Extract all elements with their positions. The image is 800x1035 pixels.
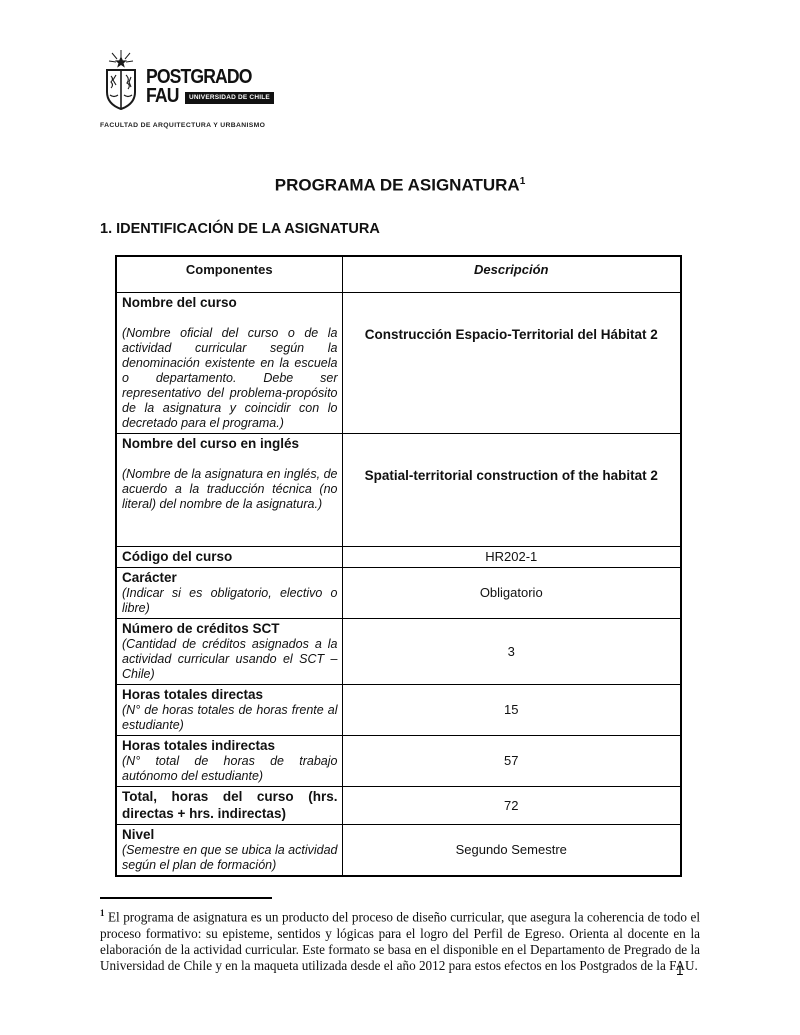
description-value: 57 — [341, 735, 682, 788]
component-cell: Nivel (Semestre en que se ubica la activi… — [115, 824, 343, 877]
component-cell: Número de créditos SCT (Cantidad de crédi… — [115, 618, 343, 686]
footnote-block: 1 El programa de asignatura es un produc… — [100, 897, 700, 973]
component-note: (N° de horas totales de horas frente al … — [122, 703, 338, 733]
table-row: Código del curso HR202-1 — [115, 546, 682, 569]
component-cell: Nombre del curso en inglés (Nombre de la … — [115, 433, 343, 548]
asignatura-identification-table: Componentes Descripción Nombre del curso… — [115, 254, 682, 878]
description-value: Construcción Espacio-Territorial del Háb… — [341, 292, 682, 435]
page-number: 1 — [676, 963, 684, 978]
component-note: (Nombre oficial del curso o de la activi… — [122, 326, 338, 431]
component-title: Nombre del curso — [122, 295, 237, 311]
component-note: (Cantidad de créditos asignados a la act… — [122, 637, 338, 682]
table-body: Nombre del curso (Nombre oficial del curs… — [115, 292, 682, 877]
logo-fau-text: FAU — [146, 85, 179, 107]
postgrado-fau-logo: POSTGRADO FAU UNIVERSIDAD DE CHILE FACUL… — [100, 50, 700, 130]
logo-postgrado-text: POSTGRADO — [146, 66, 252, 88]
component-note: (Nombre de la asignatura en inglés, de a… — [122, 467, 338, 512]
title-footnote-reference: 1 — [519, 176, 526, 187]
component-cell: Total, horas del curso (hrs. directas + … — [115, 786, 343, 826]
component-title: Nivel — [122, 827, 155, 843]
university-of-chile-crest-icon — [100, 50, 142, 119]
page-title-text: PROGRAMA DE ASIGNATURA — [274, 175, 520, 195]
table-row: Nombre del curso (Nombre oficial del curs… — [115, 292, 682, 435]
component-title: Horas totales directas — [122, 687, 264, 703]
component-title: Código del curso — [122, 549, 233, 565]
component-note: (Indicar si es obligatorio, electivo o l… — [122, 586, 338, 616]
logo-facultad-subtitle: FACULTAD DE ARQUITECTURA Y URBANISMO — [100, 122, 266, 129]
table-row: Horas totales indirectas (N° total de hor… — [115, 735, 682, 788]
logo-universidad-badge: UNIVERSIDAD DE CHILE — [185, 92, 274, 104]
component-title: Carácter — [122, 570, 177, 586]
description-value: Segundo Semestre — [341, 824, 682, 877]
component-cell: Carácter (Indicar si es obligatorio, elec… — [115, 567, 343, 620]
footnote-text: 1 El programa de asignatura es un produc… — [100, 905, 700, 973]
component-note: (N° total de horas de trabajo autónomo d… — [122, 754, 338, 784]
table-row: Número de créditos SCT (Cantidad de crédi… — [115, 618, 682, 686]
component-title: Horas totales indirectas — [122, 738, 276, 754]
table-row: Nombre del curso en inglés (Nombre de la … — [115, 433, 682, 548]
table-row: Nivel (Semestre en que se ubica la activi… — [115, 824, 682, 877]
description-value: Spatial-territorial construction of the … — [341, 433, 682, 548]
column-header-componentes: Componentes — [115, 255, 343, 294]
description-value: 3 — [341, 618, 682, 686]
table-row: Carácter (Indicar si es obligatorio, elec… — [115, 567, 682, 620]
component-note: (Semestre en que se ubica la actividad s… — [122, 843, 338, 873]
component-cell: Nombre del curso (Nombre oficial del curs… — [115, 292, 343, 435]
footnote-separator — [100, 897, 272, 900]
table-row: Total, horas del curso (hrs. directas + … — [115, 786, 682, 826]
description-value: Obligatorio — [341, 567, 682, 620]
component-cell: Código del curso — [115, 546, 343, 569]
footnote-body: El programa de asignatura es un producto… — [100, 909, 700, 973]
column-header-descripcion: Descripción — [341, 255, 682, 294]
table-header-row: Componentes Descripción — [115, 255, 682, 294]
description-value: 72 — [341, 786, 682, 826]
section-heading: 1. IDENTIFICACIÓN DE LA ASIGNATURA — [100, 220, 380, 237]
description-value: 15 — [341, 684, 682, 737]
component-cell: Horas totales indirectas (N° total de hor… — [115, 735, 343, 788]
footnote-marker: 1 — [100, 908, 105, 919]
component-cell: Horas totales directas (N° de horas total… — [115, 684, 343, 737]
table-row: Horas totales directas (N° de horas total… — [115, 684, 682, 737]
component-title: Nombre del curso en inglés — [122, 436, 300, 452]
description-value: HR202-1 — [341, 546, 682, 569]
page-title: PROGRAMA DE ASIGNATURA1 — [100, 172, 700, 196]
component-title: Total, horas del curso (hrs. directas + … — [122, 789, 338, 822]
component-title: Número de créditos SCT — [122, 621, 280, 637]
